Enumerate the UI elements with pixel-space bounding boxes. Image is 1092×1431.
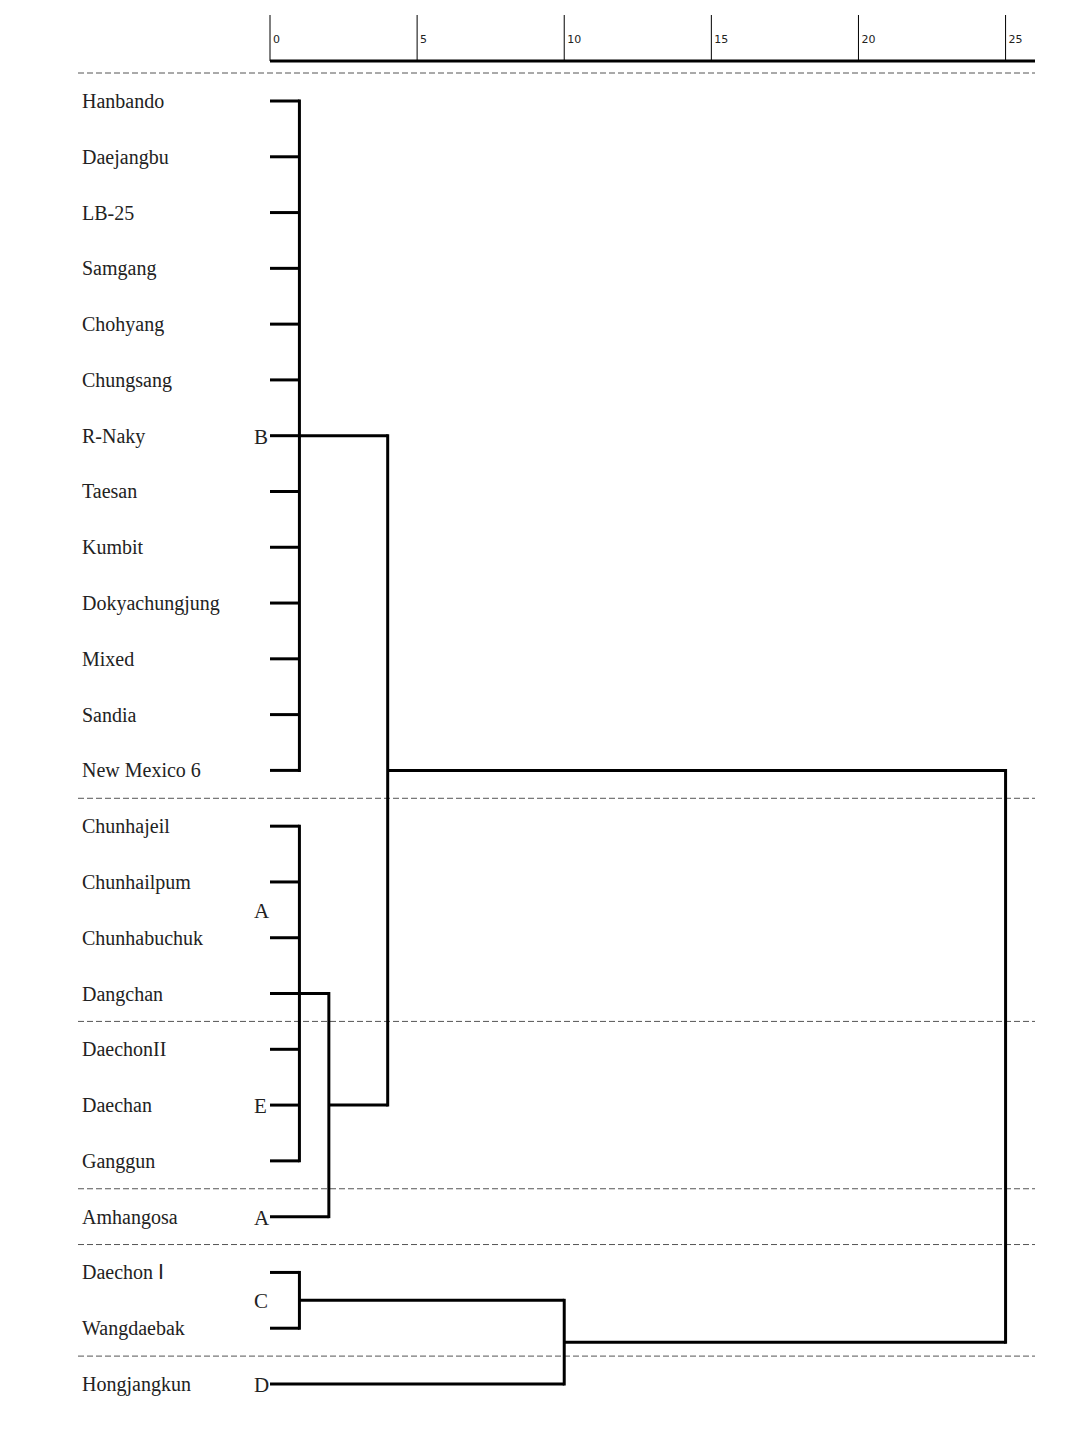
leaf-label: Daechan: [82, 1094, 152, 1116]
leaf-label: Sandia: [82, 704, 137, 726]
branch: [270, 211, 299, 214]
merge: [1004, 770, 1007, 1342]
leaf-label: Kumbit: [82, 536, 144, 558]
branch: [270, 602, 299, 605]
tree: [270, 101, 1006, 1384]
x-tick-label: 10: [567, 33, 581, 46]
x-axis-line: [270, 60, 1035, 63]
branch: [270, 1271, 299, 1274]
leaf-label: Wangdaebak: [82, 1317, 185, 1340]
x-tick-label: 20: [861, 33, 875, 46]
x-tick: [1005, 15, 1006, 61]
branch: [388, 769, 1006, 772]
group-label: A: [254, 899, 270, 923]
branch: [270, 992, 299, 995]
leaf-label: New Mexico 6: [82, 759, 201, 781]
group-label: A: [254, 1206, 270, 1230]
x-tick: [858, 15, 859, 61]
leaf-label: Daejangbu: [82, 146, 169, 169]
leaf-label: Ganggun: [82, 1150, 155, 1173]
branch: [270, 434, 299, 437]
separator: [78, 1188, 1035, 1189]
leaf-label: Samgang: [82, 257, 156, 280]
leaf-label: Daechon Ⅰ: [82, 1261, 164, 1283]
branch: [299, 992, 328, 995]
leaf-label: DaechonII: [82, 1038, 166, 1060]
branch: [270, 713, 299, 716]
branch: [270, 490, 299, 493]
separator: [78, 1021, 1035, 1022]
x-tick: [564, 15, 565, 61]
branch: [270, 1048, 299, 1051]
leaf-label: Hongjangkun: [82, 1373, 191, 1396]
branch: [270, 1383, 564, 1386]
separator: [78, 73, 1035, 74]
leaf-label: Hanbando: [82, 90, 164, 112]
branch: [270, 1215, 329, 1218]
branch: [270, 155, 299, 158]
leaf-label: Chunhabuchuk: [82, 927, 203, 949]
branch: [329, 1104, 388, 1107]
x-tick-label: 5: [420, 33, 427, 46]
branch: [564, 1341, 1005, 1344]
leaf-label: Dangchan: [82, 983, 163, 1006]
branch: [270, 323, 299, 326]
x-tick-label: 0: [273, 33, 280, 46]
leaf-label: LB-25: [82, 202, 134, 224]
leaf-label: Chunhailpum: [82, 871, 191, 894]
branch: [270, 1104, 299, 1107]
branch: [270, 825, 299, 828]
leaf-label: Mixed: [82, 648, 134, 670]
branch: [299, 1299, 564, 1302]
x-tick: [711, 15, 712, 61]
x-tick-label: 25: [1009, 33, 1023, 46]
branch: [270, 1159, 299, 1162]
leaf-label: R-Naky: [82, 425, 145, 448]
leaf-label: Amhangosa: [82, 1206, 178, 1229]
separator: [78, 1244, 1035, 1245]
group-label: C: [254, 1289, 268, 1313]
leaf-label: Dokyachungjung: [82, 592, 220, 615]
branch: [270, 769, 299, 772]
group-label: D: [254, 1373, 269, 1397]
leaf-label: Chunhajeil: [82, 815, 170, 838]
leaf-label: Chungsang: [82, 369, 172, 392]
branch: [270, 378, 299, 381]
group-label: E: [254, 1094, 267, 1118]
x-tick: [270, 15, 271, 61]
leaf-label: Chohyang: [82, 313, 164, 336]
group-label: B: [254, 425, 268, 449]
branch: [299, 434, 387, 437]
branch: [270, 267, 299, 270]
dendrogram: 0 5 10 15 20 25 Hanbando Daejangbu LB-25 Samgang C…: [0, 0, 1092, 1431]
branch: [270, 936, 299, 939]
branch: [270, 546, 299, 549]
branch: [270, 880, 299, 883]
separator: [78, 798, 1035, 799]
leaf-label: Taesan: [82, 480, 137, 502]
x-tick-label: 15: [714, 33, 728, 46]
separator: [78, 1356, 1035, 1357]
branch: [270, 1327, 299, 1330]
x-tick: [417, 15, 418, 61]
branch: [270, 657, 299, 660]
branch: [270, 100, 299, 103]
